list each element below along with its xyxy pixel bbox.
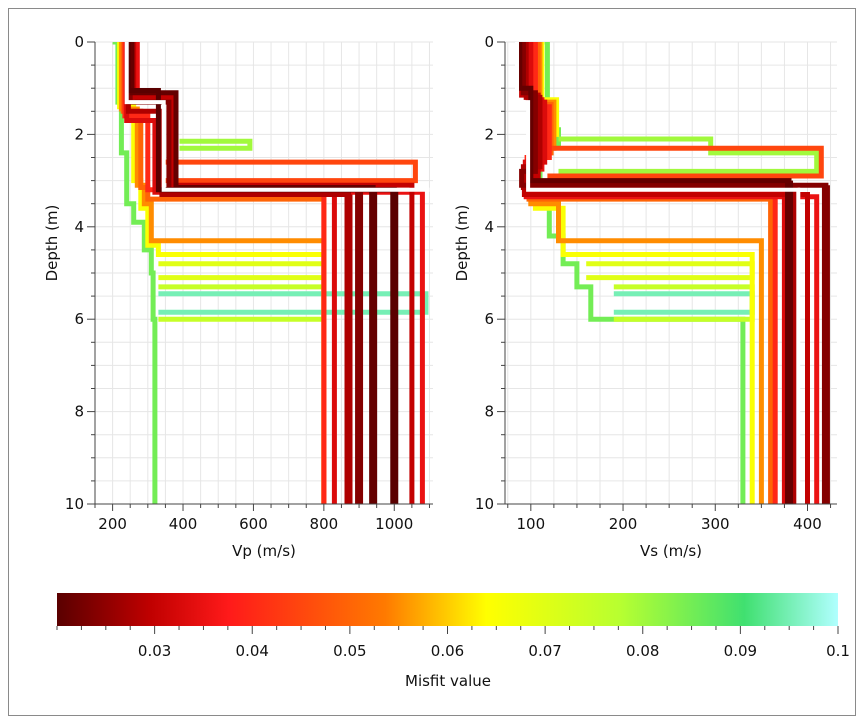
vs-profiles (515, 42, 830, 504)
misfit-colorbar: 0.03 0.04 0.05 0.06 0.07 0.08 0.09 0.1 Misfit v… (56, 593, 850, 690)
vp-profile-band (369, 187, 378, 504)
vs-x-tick-label: 400 (793, 515, 822, 533)
vp-y-tick-label: 6 (74, 310, 84, 328)
vp-y-tick-label: 0 (74, 33, 84, 51)
vp-y-tick-label: 2 (74, 125, 84, 143)
colorbar-tick-label: 0.05 (333, 642, 366, 660)
figure-frame (8, 8, 856, 716)
vp-panel: 0 2 4 6 8 10 200 400 600 800 1000 Vp (m/s) Depth (… (43, 33, 433, 560)
vs-y-tick-label: 8 (484, 403, 494, 421)
vp-y-axis-label: Depth (m) (43, 205, 61, 282)
vp-y-tick-label: 4 (74, 218, 84, 236)
vp-x-tick-label: 600 (239, 515, 268, 533)
vs-y-tick-label: 4 (484, 218, 494, 236)
vp-y-tick-label: 10 (65, 495, 84, 513)
vs-x-tick-label: 300 (701, 515, 730, 533)
colorbar-tick-label: 0.04 (236, 642, 269, 660)
vp-x-axis-label: Vp (m/s) (232, 542, 296, 560)
vs-profile-line (558, 136, 820, 174)
vs-x-tick-label: 100 (517, 515, 546, 533)
colorbar-tick-label: 0.03 (138, 642, 171, 660)
vs-x-axis-label: Vs (m/s) (640, 542, 702, 560)
colorbar-tick-label: 0.08 (626, 642, 659, 660)
vp-profile-band (390, 189, 399, 504)
vp-y-tick-label: 8 (74, 403, 84, 421)
vs-profile-line (547, 145, 824, 179)
colorbar-ticks: 0.03 0.04 0.05 0.06 0.07 0.08 0.09 0.1 (56, 626, 850, 660)
vs-profile-band (785, 180, 794, 504)
vp-profile-band (355, 189, 364, 504)
vs-y-axis-label: Depth (m) (453, 205, 471, 282)
vp-profiles (112, 42, 430, 504)
vp-profile-band (344, 194, 353, 504)
vp-x-tick-label: 1000 (375, 515, 413, 533)
vs-reference-line (515, 42, 801, 504)
colorbar-label: Misfit value (405, 672, 491, 690)
vs-profile-band (789, 187, 798, 504)
vs-y-tick-label: 0 (484, 33, 494, 51)
vs-panel: 0 2 4 6 8 10 100 200 300 400 Vs (m/s) Depth (m) (453, 33, 837, 560)
vp-x-tick-label: 200 (98, 515, 127, 533)
vs-x-tick-label: 200 (609, 515, 638, 533)
colorbar-tick-label: 0.09 (724, 642, 757, 660)
vp-x-tick-label: 400 (169, 515, 198, 533)
vs-profile-band (821, 185, 830, 504)
vs-y-tick-label: 2 (484, 125, 494, 143)
colorbar-tick-label: 0.06 (431, 642, 464, 660)
colorbar-tick-label: 0.07 (528, 642, 561, 660)
colorbar-tick-label: 0.1 (826, 642, 850, 660)
vp-profile-line (179, 138, 253, 151)
vp-profile-line (158, 291, 429, 315)
vs-y-tick-label: 6 (484, 310, 494, 328)
vp-reference-line (124, 42, 430, 192)
vs-axes: 0 2 4 6 8 10 100 200 300 400 (475, 33, 837, 533)
vp-profile-line (165, 159, 418, 184)
colorbar-gradient (57, 593, 838, 626)
vp-x-tick-label: 800 (310, 515, 339, 533)
vp-axes: 0 2 4 6 8 10 200 400 600 800 1000 (65, 33, 433, 533)
vs-y-tick-label: 10 (475, 495, 494, 513)
